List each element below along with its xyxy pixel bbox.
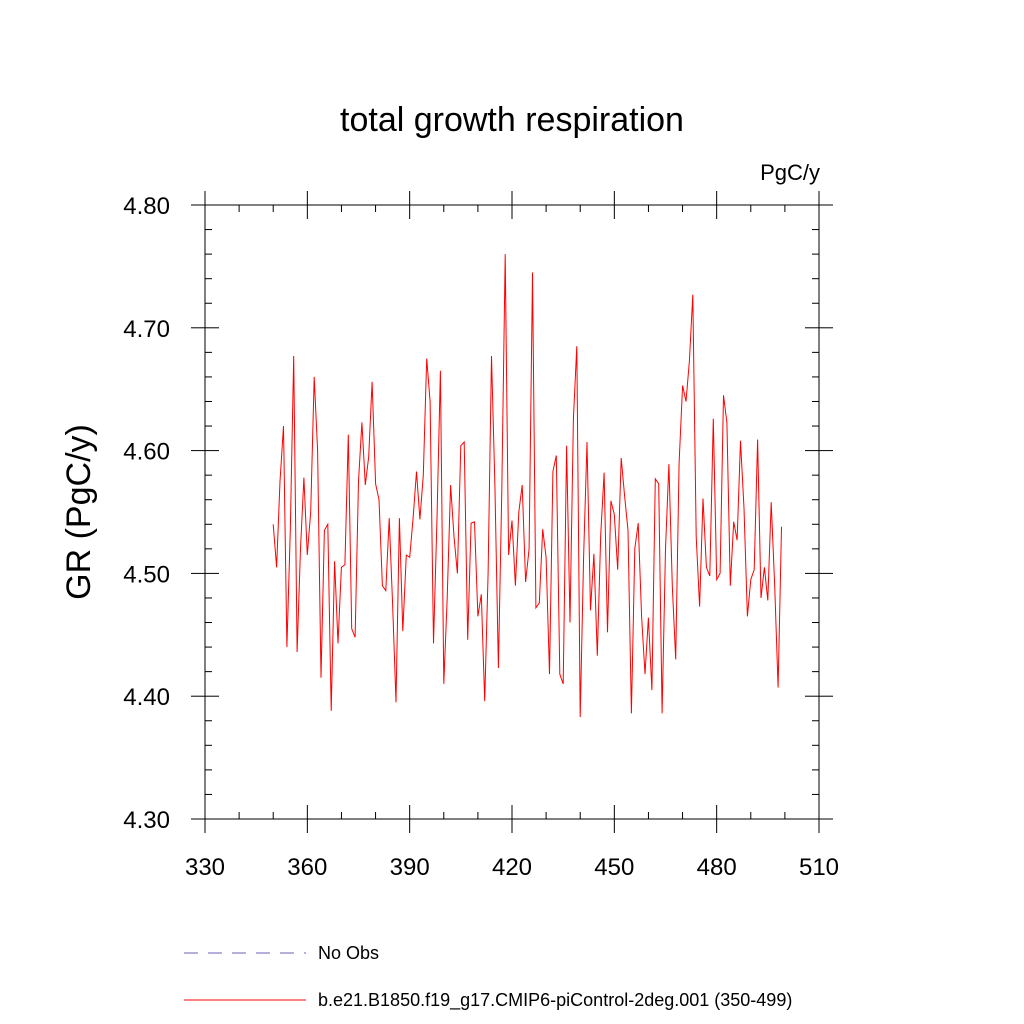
series-line-1 [272,254,782,718]
series-layer [272,254,782,718]
y-tick-label: 4.50 [123,561,170,588]
x-tick-label: 510 [799,854,839,881]
y-tick-label: 4.80 [123,193,170,220]
x-tick-label: 420 [492,854,532,881]
y-tick-label: 4.60 [123,439,170,466]
x-tick-label: 330 [185,854,225,881]
axis-ticks: 330 360 390 420 450 480 510 4.30 4.40 4.50 4.60 4.7… [123,191,839,881]
legend: No Obs b.e21.B1850.f19_g17.CMIP6-piContr… [184,943,792,1011]
x-tick-label: 390 [390,854,430,881]
legend-label-control-run: b.e21.B1850.f19_g17.CMIP6-piControl-2deg… [318,990,792,1011]
chart-title: total growth respiration [340,101,684,139]
plot-frame [204,204,820,820]
units-label: PgC/y [760,160,820,185]
y-tick-label: 4.40 [123,684,170,711]
y-tick-label: 4.70 [123,316,170,343]
x-tick-label: 450 [594,854,634,881]
y-tick-label: 4.30 [123,807,170,834]
legend-label-no-obs: No Obs [318,943,379,963]
x-tick-label: 360 [287,854,327,881]
y-axis-label: GR (PgC/y) [60,424,98,600]
x-tick-label: 480 [697,854,737,881]
